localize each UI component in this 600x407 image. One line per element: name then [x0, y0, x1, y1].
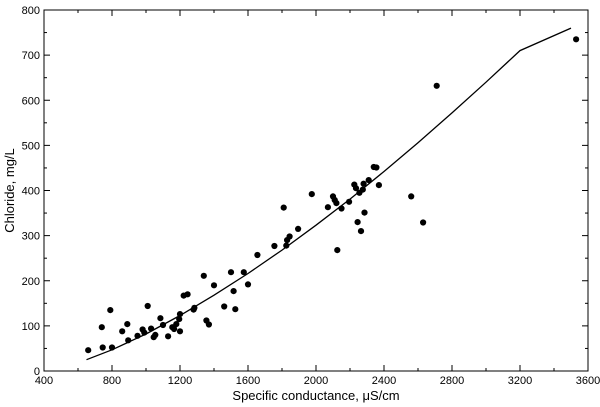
scatter-points-layer: [85, 36, 580, 354]
data-point: [286, 233, 293, 240]
data-point: [280, 204, 287, 211]
y-tick-label: 800: [22, 5, 40, 17]
y-tick-label: 700: [22, 50, 40, 62]
data-point: [346, 198, 353, 205]
y-tick-label: 600: [22, 95, 40, 107]
data-point: [148, 325, 155, 332]
data-point: [141, 329, 148, 336]
data-point: [176, 311, 184, 318]
data-point: [361, 209, 368, 216]
fit-curve-layer: [86, 27, 572, 361]
data-point: [408, 193, 415, 200]
axes: 400 800 1200 1600 2000 2400 2800 3200 3600 0 100 20…: [22, 5, 600, 387]
data-point: [352, 185, 360, 192]
data-point: [144, 302, 151, 310]
y-tick-label: 500: [22, 140, 40, 152]
data-point: [338, 205, 345, 212]
x-tick-label: 800: [103, 375, 121, 387]
data-point: [157, 315, 164, 322]
data-point: [357, 228, 365, 235]
data-point: [205, 321, 212, 328]
data-point: [373, 164, 380, 171]
data-point: [359, 186, 366, 193]
x-tick-label: 2000: [304, 375, 328, 387]
data-point: [244, 281, 252, 288]
x-axis-title: Specific conductance, μS/cm: [232, 388, 399, 403]
data-point: [308, 191, 315, 198]
data-point: [375, 182, 382, 189]
data-point: [240, 269, 247, 276]
x-tick-label: 3200: [508, 375, 532, 387]
x-tick-label: 3600: [576, 375, 600, 387]
data-point: [227, 269, 235, 276]
fit-curve: [86, 27, 572, 361]
data-point: [254, 251, 261, 259]
data-point: [283, 242, 290, 249]
data-point: [171, 325, 178, 333]
data-point: [573, 36, 580, 43]
data-point: [176, 328, 184, 335]
data-point: [165, 333, 172, 340]
x-tick-label: 1200: [168, 375, 192, 387]
y-axis-title: Chloride, mg/L: [2, 148, 17, 233]
y-tick-label: 200: [22, 276, 40, 288]
data-point: [99, 344, 106, 351]
data-point: [271, 242, 278, 250]
data-point: [420, 219, 427, 226]
data-point: [200, 272, 207, 279]
x-tick-label: 2400: [372, 375, 396, 387]
data-point: [295, 225, 302, 232]
data-point: [152, 331, 159, 338]
data-point: [210, 282, 218, 289]
data-point: [433, 82, 440, 89]
data-point: [333, 200, 340, 207]
data-point: [221, 303, 228, 310]
y-tick-label: 0: [34, 366, 40, 378]
data-point: [85, 347, 92, 354]
data-point: [191, 304, 198, 311]
x-tick-label: 1600: [236, 375, 260, 387]
x-tick-label: 2800: [440, 375, 464, 387]
data-point: [159, 321, 167, 329]
y-tick-label: 300: [22, 231, 40, 243]
plot-frame: [43, 9, 589, 372]
data-point: [124, 321, 131, 328]
data-point: [125, 337, 132, 344]
data-point: [324, 204, 331, 211]
data-point: [98, 324, 105, 331]
data-point: [360, 180, 367, 187]
data-point: [107, 307, 114, 314]
data-point: [232, 306, 239, 313]
data-point: [184, 291, 191, 298]
data-point: [176, 316, 183, 323]
data-point: [173, 321, 180, 328]
data-point: [119, 328, 126, 335]
data-point: [108, 344, 116, 351]
data-point: [334, 247, 341, 254]
data-point: [230, 288, 237, 295]
data-point: [354, 219, 361, 226]
data-point: [365, 177, 372, 184]
y-tick-label: 400: [22, 186, 40, 198]
data-point: [134, 332, 141, 339]
x-tick-label: 400: [35, 375, 53, 387]
y-tick-label: 100: [22, 321, 40, 333]
